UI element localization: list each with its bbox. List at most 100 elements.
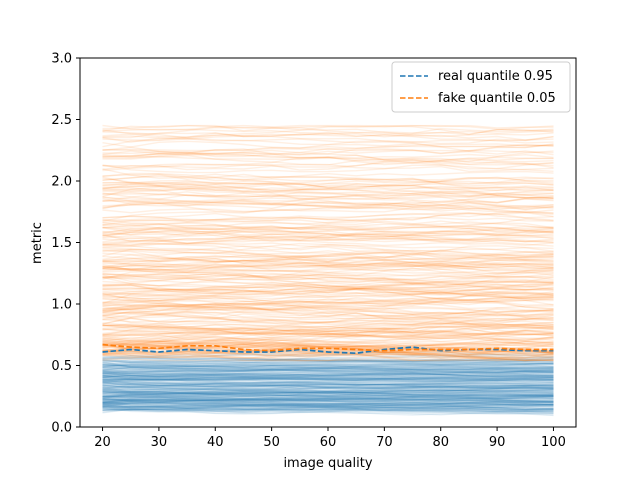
bundle-line-real: [102, 407, 554, 413]
bundle-line-real: [102, 359, 554, 368]
bundle-line-real: [102, 378, 554, 385]
bundle-line-fake: [102, 253, 554, 270]
bundle-line-real: [102, 402, 554, 412]
bundle-line-fake: [102, 168, 554, 183]
bundle-line-fake: [102, 225, 554, 236]
bundle-line-fake: [102, 349, 554, 359]
bundle-line-real: [102, 400, 554, 407]
bundle-line-real: [102, 380, 554, 387]
bundle-line-real: [102, 380, 554, 390]
bundle-line-real: [102, 364, 554, 370]
bundle-line-real: [102, 375, 554, 381]
bundle-line-fake: [102, 288, 554, 298]
bundle-line-fake: [102, 156, 554, 170]
bundle-line-fake: [102, 230, 554, 239]
bundle-line-real: [102, 380, 554, 387]
bundle-line-fake: [102, 233, 554, 244]
bundle-line-real: [102, 364, 554, 369]
bundle-line-fake: [102, 174, 554, 186]
bundle-line-fake: [102, 287, 554, 301]
bundle-line-real: [102, 406, 554, 411]
bundle-line-fake: [102, 336, 554, 354]
bundle-line-real: [102, 403, 554, 409]
bundle-line-real: [102, 386, 554, 392]
y-tick-label: 1.5: [51, 236, 72, 251]
bundle-line-real: [102, 373, 554, 379]
bundle-line-real: [102, 354, 554, 360]
bundle-line-real: [102, 385, 554, 391]
bundle-line-real: [102, 359, 554, 367]
bundle-line-real: [102, 363, 554, 370]
bundle-line-real: [102, 393, 554, 402]
bundle-line-fake: [102, 291, 554, 298]
bundle-line-fake: [102, 331, 554, 346]
bundle-line-fake: [102, 273, 554, 291]
bundle-line-fake: [102, 280, 554, 292]
bundle-line-fake: [102, 224, 554, 243]
bundle-line-fake: [102, 204, 554, 214]
bundle-line-fake: [102, 191, 554, 198]
bundle-line-fake: [102, 332, 554, 346]
bundle-line-real: [102, 378, 554, 385]
bundle-line-fake: [102, 331, 554, 343]
bundle-line-fake: [102, 259, 554, 272]
bundle-line-real: [102, 371, 554, 381]
bundle-line-real: [102, 384, 554, 389]
bundle-line-real: [102, 371, 554, 379]
bundle-line-fake: [102, 336, 554, 349]
bundle-line-fake: [102, 255, 554, 274]
bundle-line-real: [102, 390, 554, 398]
bundle-line-real: [102, 395, 554, 403]
bundle-line-fake: [102, 356, 554, 362]
bundle-line-fake: [102, 224, 554, 234]
bundle-line-fake: [102, 248, 554, 263]
bundle-line-real: [102, 361, 554, 372]
bundle-line-real: [102, 368, 554, 373]
bundle-line-fake: [102, 262, 554, 271]
bundle-line-fake: [102, 143, 554, 158]
bundle-line-real: [102, 381, 554, 388]
bundle-line-real: [102, 384, 554, 395]
bundle-line-fake: [102, 324, 554, 332]
bundle-line-fake: [102, 271, 554, 284]
bundle-line-fake: [102, 183, 554, 196]
bundle-line-fake: [102, 293, 554, 310]
bundle-line-fake: [102, 323, 554, 334]
legend-label-fake: fake quantile 0.05: [438, 91, 556, 106]
bundle-line-real: [102, 395, 554, 401]
bundle-line-real: [102, 380, 554, 388]
bundle-line-fake: [102, 303, 554, 316]
bundle-line-real: [102, 383, 554, 389]
bundle-line-fake: [102, 325, 554, 338]
bundle-line-fake: [102, 226, 554, 237]
bundle-line-fake: [102, 181, 554, 192]
bundle-line-fake: [102, 143, 554, 152]
bundle-line-fake: [102, 282, 554, 295]
bundle-line-real: [102, 359, 554, 364]
bundle-line-fake: [102, 265, 554, 281]
bundle-line-real: [102, 358, 554, 367]
bundle-line-fake: [102, 228, 554, 240]
bundle-line-real: [102, 395, 554, 402]
bundle-line-real: [102, 402, 554, 409]
bundle-line-real: [102, 376, 554, 383]
bundle-line-real: [102, 358, 554, 365]
bundle-line-fake: [102, 283, 554, 296]
bundle-line-fake: [102, 286, 554, 295]
bundle-line-fake: [102, 176, 554, 198]
bundle-line-real: [102, 374, 554, 381]
bundle-line-real: [102, 366, 554, 374]
bundle-line-fake: [102, 125, 554, 139]
bundle-line-real: [102, 396, 554, 403]
x-axis-label: image quality: [283, 456, 372, 471]
bundle-line-real: [102, 378, 554, 384]
bundle-line-real: [102, 388, 554, 397]
bundle-line-real: [102, 394, 554, 404]
y-tick-label: 3.0: [51, 52, 72, 67]
bundle-line-real: [102, 404, 554, 413]
bundle-line-real: [102, 405, 554, 411]
bundle-line-fake: [102, 136, 554, 146]
bundle-line-fake: [102, 242, 554, 256]
bundle-line-real: [102, 383, 554, 389]
bundle-line-real: [102, 404, 554, 414]
